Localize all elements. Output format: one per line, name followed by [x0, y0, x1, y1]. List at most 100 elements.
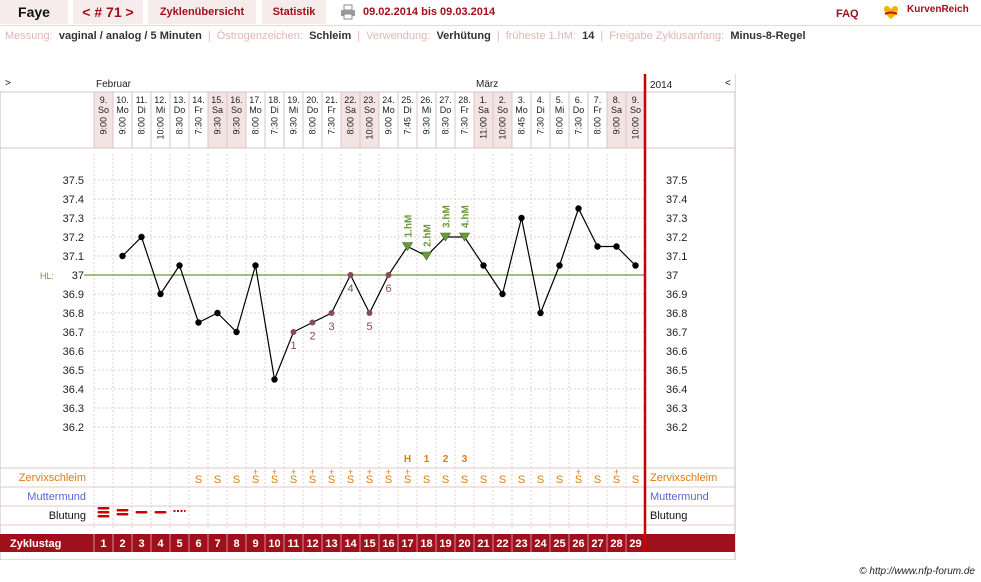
measure-time: 8:00: [251, 117, 261, 135]
weekday: Mi: [156, 105, 166, 115]
weekend-column: [94, 92, 113, 148]
day-number: 8.: [613, 95, 621, 105]
mucus-plus: +: [253, 467, 258, 477]
mucus-symbol: S: [404, 474, 411, 486]
y-tick-right: 36.5: [666, 365, 687, 377]
cycle-overview-tab[interactable]: Zyklenübersicht: [148, 0, 256, 24]
heart-logo-icon[interactable]: [880, 2, 902, 22]
day-number: 19.: [287, 95, 300, 105]
bleeding-mark: [135, 511, 148, 514]
day-number: 16.: [230, 95, 243, 105]
cycle-day-number: 19: [439, 538, 451, 550]
day-number: 6.: [575, 95, 583, 105]
nav-left-arrow: >: [5, 78, 11, 89]
nav-right-arrow: <: [725, 78, 731, 89]
month-february: Februar: [96, 79, 132, 90]
cycle-day-number: 5: [176, 538, 182, 550]
day-number: 18.: [268, 95, 281, 105]
mucus-symbol: S: [632, 474, 639, 486]
measure-time: 7:30: [194, 117, 204, 135]
low-temp-label: 2: [309, 331, 315, 343]
weekend-column: [626, 92, 645, 148]
mucus-symbol: S: [366, 474, 373, 486]
weekday: Fr: [593, 105, 602, 115]
info-key: Freigabe Zyklusanfang:: [609, 30, 725, 42]
y-tick-left: 37.4: [63, 194, 84, 206]
cycle-day-number: 29: [629, 538, 641, 550]
temp-point: [233, 328, 240, 336]
measure-time: 7:30: [536, 117, 546, 135]
weekday: So: [98, 105, 109, 115]
logo-text[interactable]: KurvenReich: [907, 4, 969, 15]
measure-time: 10:00: [365, 117, 375, 140]
weekday: Mi: [289, 105, 299, 115]
temp-point: [252, 262, 259, 269]
temperature-curve: [122, 206, 636, 382]
y-tick-left: 37: [72, 270, 84, 282]
y-tick-right: 37.3: [666, 213, 687, 225]
weekend-column: [208, 92, 227, 148]
info-separator: |: [207, 30, 211, 42]
mucus-plus: +: [329, 467, 334, 477]
day-number: 14.: [192, 95, 205, 105]
peak-marker: 2: [443, 454, 449, 465]
day-number: 28.: [458, 95, 471, 105]
info-key: früheste 1.hM:: [505, 30, 577, 42]
cycle-day-number: 15: [363, 538, 375, 550]
low-temp-label: 3: [328, 321, 334, 333]
mucus-symbol: S: [328, 474, 335, 486]
temp-point: [271, 376, 278, 383]
y-tick-left: 36.9: [63, 289, 84, 301]
peak-marker: 3: [462, 454, 468, 465]
low-temp-point: [328, 310, 335, 316]
high-temp-marker: [458, 232, 471, 242]
cycle-nav-tab[interactable]: < # 71 >: [73, 0, 143, 24]
mucus-symbol: S: [613, 474, 620, 486]
weekday: Fr: [194, 105, 203, 115]
weekday: Mo: [249, 105, 262, 115]
measure-time: 9:30: [422, 117, 432, 135]
statistics-tab[interactable]: Statistik: [262, 0, 326, 24]
cycle-day-number: 8: [233, 538, 239, 550]
temp-point: [594, 243, 601, 250]
mucus-symbol: S: [252, 474, 259, 486]
y-tick-right: 36.3: [666, 403, 687, 415]
info-value: Minus-8-Regel: [730, 30, 806, 42]
printer-icon[interactable]: [340, 4, 356, 20]
temp-point: [556, 262, 563, 269]
info-separator: |: [357, 30, 361, 42]
weekday: Di: [137, 105, 146, 115]
username-tab[interactable]: Faye: [0, 0, 68, 24]
weekday: Di: [536, 105, 545, 115]
bleeding-mark: [97, 515, 110, 518]
measure-time: 8:00: [308, 117, 318, 135]
weekday: Do: [440, 105, 452, 115]
low-temp-point: [309, 319, 316, 326]
mucus-plus: +: [576, 467, 581, 477]
weekday: Do: [307, 105, 319, 115]
y-tick-right: 37.5: [666, 175, 687, 187]
weekend-column: [341, 92, 360, 148]
cycle-day-bar: [0, 534, 735, 552]
month-march: März: [476, 79, 498, 90]
y-tick-right: 36.4: [666, 384, 687, 396]
measure-time: 9:00: [99, 117, 109, 135]
peak-marker: 1: [424, 454, 430, 465]
y-tick-left: 37.2: [63, 232, 84, 244]
mucus-symbol: S: [594, 474, 601, 486]
mucus-row-label: Zervixschleim: [650, 472, 717, 484]
measure-time: 8:00: [593, 117, 603, 135]
cycle-day-number: 11: [288, 538, 300, 550]
cycle-day-number: 28: [610, 538, 622, 550]
measure-time: 9:00: [118, 117, 128, 135]
day-number: 3.: [518, 95, 526, 105]
day-number: 9.: [100, 95, 108, 105]
day-number: 11.: [136, 95, 148, 105]
faq-link[interactable]: FAQ: [836, 8, 859, 20]
low-temp-point: [290, 329, 297, 335]
temp-point: [195, 319, 202, 326]
y-tick-right: 37.4: [666, 194, 687, 206]
weekday: Sa: [611, 105, 622, 115]
peak-marker: H: [404, 454, 411, 465]
mucus-symbol: S: [537, 474, 544, 486]
